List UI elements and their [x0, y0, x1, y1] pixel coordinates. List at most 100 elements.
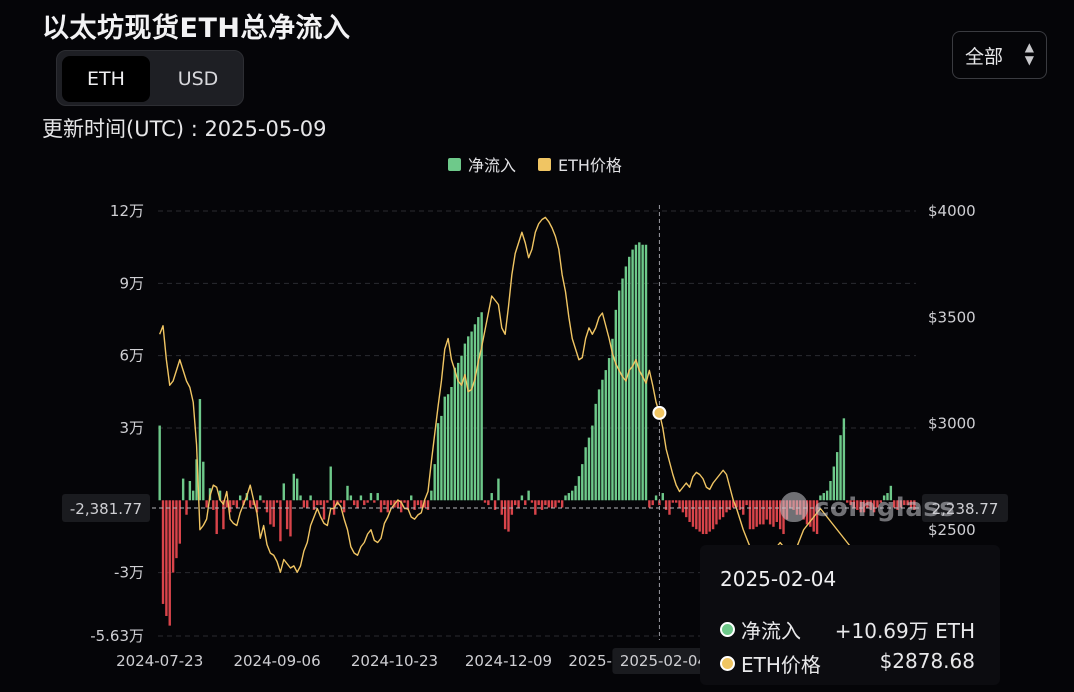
inflow-bar	[728, 500, 732, 510]
right-axis-tick: $4000	[928, 202, 976, 220]
chevron-updown-icon: ▲ ▼	[1024, 40, 1034, 67]
inflow-bar	[846, 500, 849, 503]
inflow-bar	[624, 266, 628, 501]
tooltip-date: 2025-02-04	[720, 567, 837, 591]
inflow-bar	[641, 244, 644, 501]
inflow-bar	[255, 500, 259, 513]
legend-swatch-inflow	[448, 157, 461, 171]
inflow-bar	[302, 500, 306, 508]
inflow-bar	[185, 500, 188, 515]
inflow-bar	[581, 464, 584, 501]
inflow-bar	[601, 379, 604, 501]
inflow-bar	[329, 466, 332, 501]
inflow-bar	[634, 244, 638, 501]
inflow-bar	[685, 500, 688, 518]
inflow-bar	[497, 478, 500, 501]
inflow-bar	[829, 480, 832, 501]
inflow-bar	[524, 500, 527, 506]
inflow-bar	[356, 500, 359, 508]
tooltip-price-label: ETH价格	[741, 653, 821, 677]
inflow-bar	[373, 500, 376, 503]
chart-bars	[158, 242, 916, 626]
legend-item-price[interactable]: ETH价格	[538, 152, 622, 176]
inflow-bar	[849, 500, 852, 506]
x-axis-tick: 2024-12-09	[465, 652, 552, 670]
inflow-bar	[775, 500, 779, 522]
inflow-bar	[869, 500, 872, 510]
crosshair-date-label-bg	[612, 648, 707, 674]
inflow-bar	[386, 500, 389, 513]
inflow-bar	[379, 500, 383, 513]
chart-legend: 净流入 ETH价格	[448, 152, 622, 176]
inflow-bar	[691, 500, 695, 527]
tooltip-price-value: $2878.68	[879, 649, 975, 673]
inflow-bar	[822, 493, 825, 501]
inflow-bar	[557, 500, 560, 503]
inflow-bar	[913, 500, 916, 510]
inflow-bar	[205, 500, 208, 508]
inflow-bar	[540, 500, 544, 510]
inflow-bar	[577, 476, 581, 501]
inflow-bar	[611, 338, 614, 501]
inflow-bar	[591, 425, 594, 501]
inflow-bar	[467, 336, 470, 501]
tooltip-dot-price-icon	[720, 656, 735, 671]
inflow-bar	[815, 500, 819, 535]
right-axis-tick: $3500	[928, 308, 976, 326]
inflow-bar	[765, 500, 768, 520]
inflow-bar	[862, 500, 866, 513]
inflow-bar	[517, 500, 520, 508]
inflow-bar	[758, 500, 762, 525]
inflow-bar	[520, 495, 524, 501]
legend-item-inflow[interactable]: 净流入	[448, 152, 516, 176]
inflow-bar	[312, 500, 316, 510]
inflow-bar	[470, 331, 473, 501]
inflow-bar	[587, 437, 591, 501]
inflow-bar	[892, 500, 896, 508]
inflow-bar	[574, 485, 577, 501]
inflow-bar	[450, 386, 453, 501]
legend-swatch-price	[538, 157, 552, 171]
inflow-bar	[772, 500, 775, 527]
chart-crosshair: -2,381.77 2,238.77 2025-02-04	[62, 205, 1008, 674]
inflow-bar	[275, 500, 279, 503]
toggle-usd[interactable]: USD	[177, 68, 219, 90]
inflow-bar	[554, 500, 557, 508]
inflow-bar	[762, 500, 765, 525]
inflow-bar	[654, 495, 658, 501]
inflow-bar	[359, 495, 363, 501]
inflow-bar	[564, 495, 567, 501]
range-select[interactable]: 全部 ▲ ▼	[952, 31, 1047, 79]
inflow-bar	[192, 490, 195, 501]
inflow-bar	[886, 493, 889, 501]
inflow-bar	[906, 500, 909, 506]
inflow-bar	[232, 500, 235, 506]
inflow-bar	[292, 473, 296, 501]
inflow-bar	[289, 500, 292, 537]
crosshair-left-label: -2,381.77	[70, 500, 142, 518]
inflow-bar	[617, 290, 621, 501]
inflow-bar	[282, 483, 285, 501]
inflow-bar	[168, 500, 171, 626]
inflow-bar	[198, 399, 202, 501]
inflow-bar	[399, 500, 403, 513]
inflow-bar	[423, 500, 426, 508]
inflow-bar	[403, 500, 406, 503]
inflow-bar	[285, 500, 289, 530]
range-select-value: 全部	[965, 45, 1004, 68]
inflow-bar	[664, 500, 668, 510]
inflow-bar	[228, 500, 232, 513]
inflow-bar	[752, 500, 755, 530]
inflow-bar	[544, 500, 547, 506]
inflow-bar	[410, 495, 413, 501]
inflow-bar	[342, 500, 346, 513]
inflow-bar	[889, 485, 893, 501]
x-axis-tick: 2024-09-06	[233, 652, 320, 670]
toggle-eth[interactable]: ETH	[62, 56, 150, 102]
inflow-bar	[259, 495, 262, 501]
inflow-bar	[249, 500, 252, 508]
inflow-bar	[316, 500, 319, 506]
inflow-bar	[571, 490, 574, 501]
inflow-bar	[500, 500, 503, 515]
